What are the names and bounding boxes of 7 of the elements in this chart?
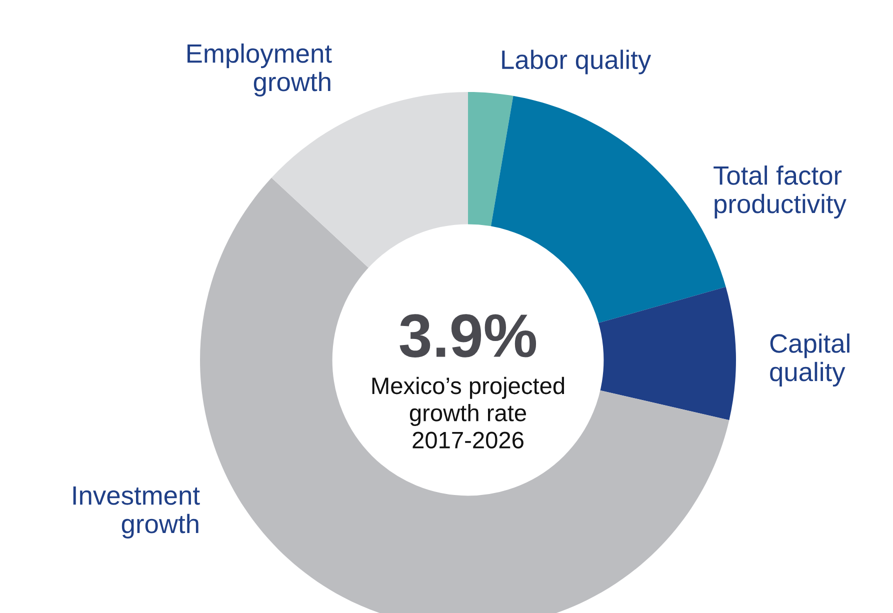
text: Mexico’s projected growth rate 2017-2026 (372, 376, 564, 448)
slice-label: Employment growth (188, 43, 332, 97)
slice-label: Total factor productivity (714, 165, 846, 219)
text: 3.9% (400, 314, 536, 358)
slice-label: Capital quality (770, 333, 850, 387)
slice-label: Investment growth (73, 486, 200, 539)
slice-label: Labor quality (502, 50, 652, 74)
